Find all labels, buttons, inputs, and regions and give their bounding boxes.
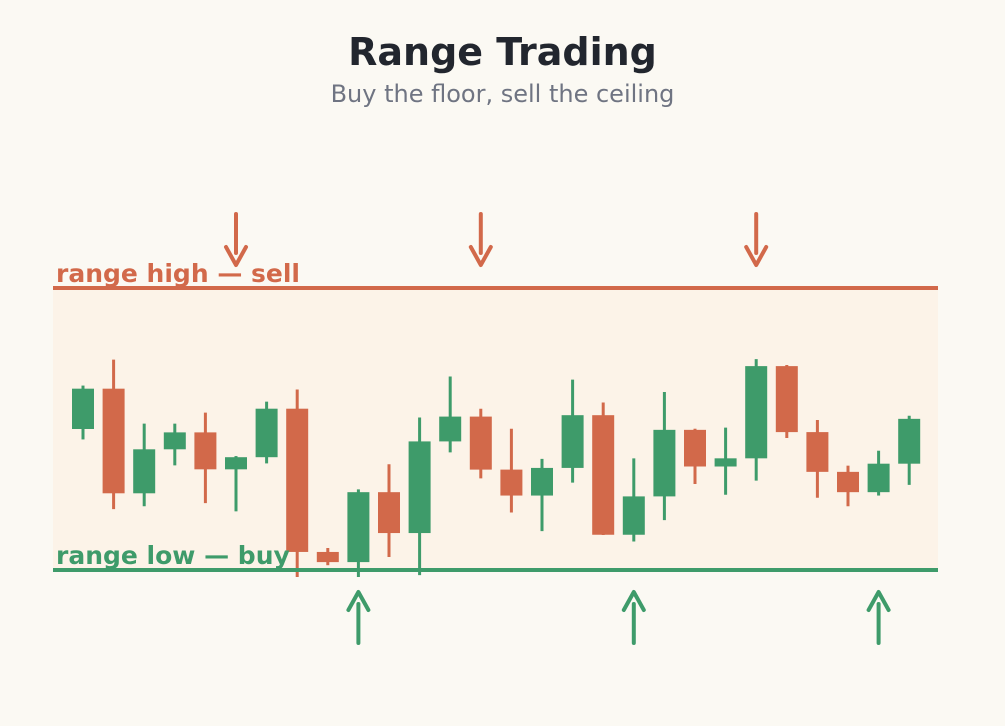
buy-arrow-icon-head (346, 590, 371, 612)
candle-body-up (347, 492, 370, 563)
candle-body-up (163, 432, 186, 450)
buy-arrow-icon-head (621, 590, 646, 612)
signal-arrows (224, 212, 891, 645)
candle-body-up (898, 418, 921, 464)
diagram-title: Range Trading (348, 30, 657, 74)
range-high-label: range high — sell (56, 259, 300, 288)
candle-body-down (837, 471, 859, 493)
candle-body-up (714, 458, 737, 467)
candle-body-up (225, 457, 247, 470)
candle-body-up (408, 441, 431, 534)
sell-arrow-icon-head (744, 245, 769, 267)
candle-body-down (378, 492, 400, 534)
candle-body-down (775, 366, 798, 433)
sell-arrow-icon-head (224, 245, 248, 267)
candle-body-up (255, 408, 278, 458)
candle-body-down (469, 416, 492, 470)
candle-body-down (500, 469, 523, 496)
candle-body-up (72, 388, 94, 429)
candle-body-up (439, 416, 462, 442)
candle-body-up (561, 415, 584, 468)
range-low-label: range low — buy (56, 541, 290, 570)
candle-body-down (806, 432, 829, 472)
candle-body-down (286, 408, 309, 552)
candle-body-down (316, 551, 339, 563)
candle-body-down (592, 415, 615, 535)
candle-body-up (622, 496, 645, 535)
range-zone (53, 288, 938, 570)
candle-body-up (133, 449, 156, 494)
candle-body-down (684, 429, 706, 467)
candle-body-up (653, 429, 676, 497)
buy-arrow-icon-head (866, 590, 891, 612)
candle-body-down (102, 388, 125, 494)
candle-body-up (745, 366, 768, 459)
candle-body-down (194, 432, 217, 470)
candle-body-up (867, 463, 890, 493)
sell-arrow-icon-head (468, 245, 493, 267)
diagram-subtitle: Buy the floor, sell the ceiling (330, 80, 675, 108)
candle-body-up (531, 467, 553, 496)
candles-group (72, 359, 921, 578)
